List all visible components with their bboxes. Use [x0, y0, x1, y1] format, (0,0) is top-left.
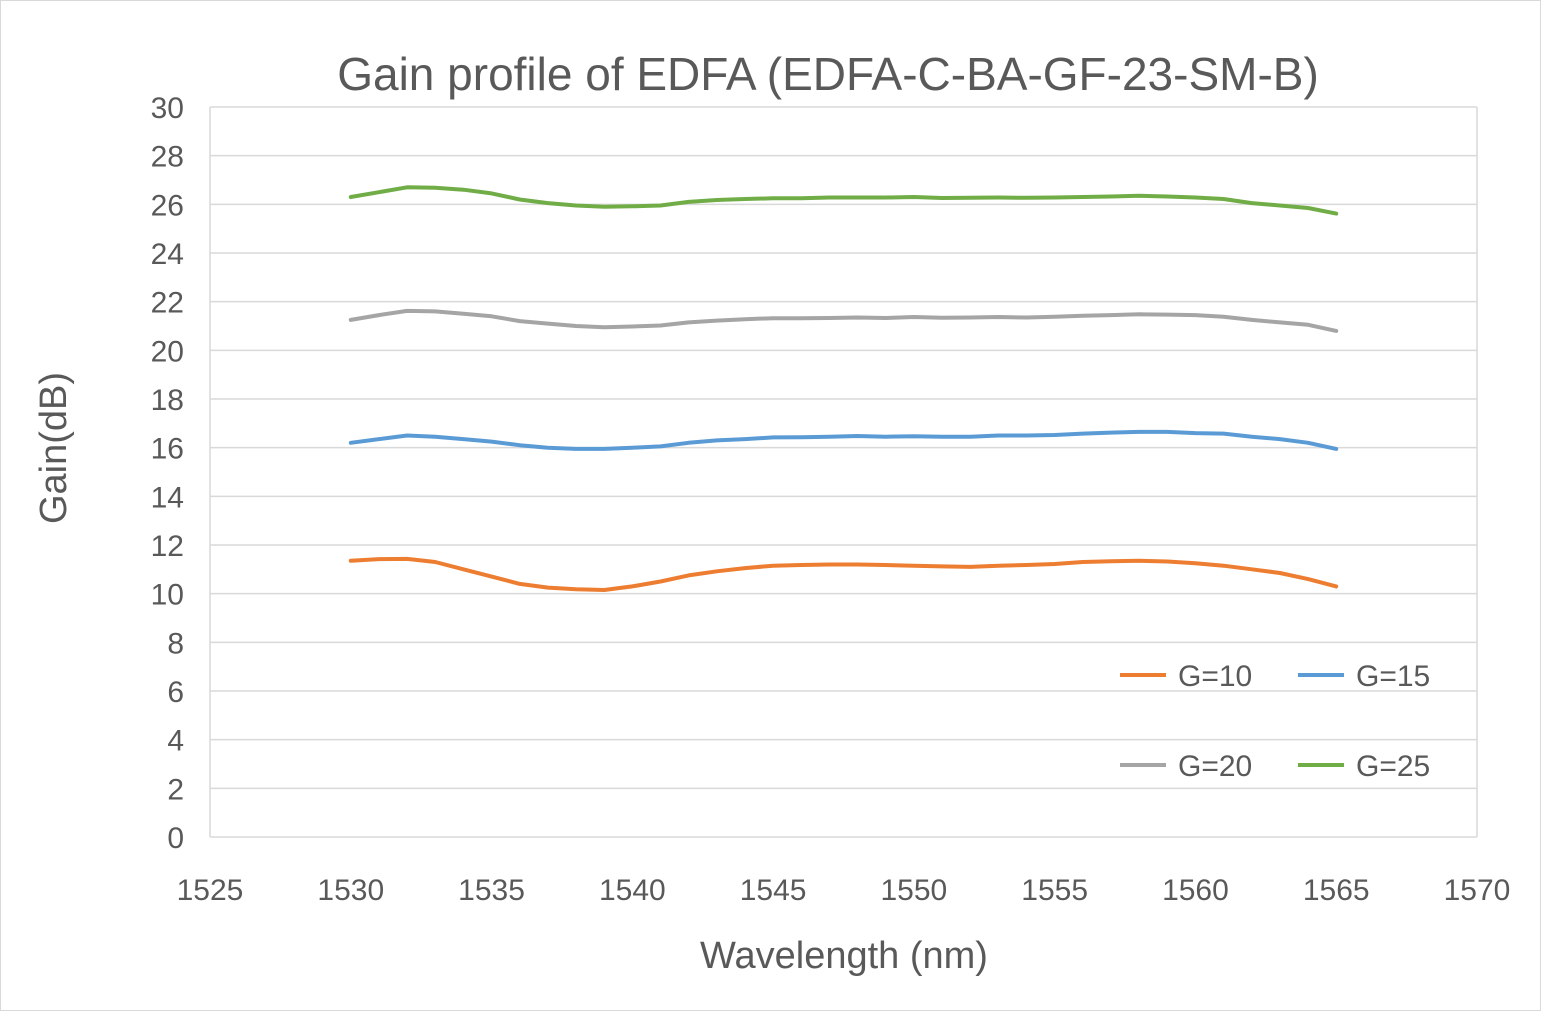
x-axis-tick-labels: 1525 1530 1535 1540 1545 1550 1555 1560 1565 1570	[177, 874, 1511, 907]
gridlines	[209, 106, 1478, 838]
x-tick-label: 1540	[599, 874, 666, 907]
y-tick-label: 24	[151, 238, 184, 271]
y-tick-label: 10	[151, 579, 184, 612]
x-tick-label: 1545	[740, 874, 807, 907]
x-tick-label: 1550	[881, 874, 948, 907]
y-tick-label: 28	[151, 141, 184, 174]
series-line-G=25	[348, 185, 1339, 216]
series-lines	[348, 185, 1339, 592]
x-tick-label: 1570	[1444, 874, 1511, 907]
y-tick-label: 12	[151, 530, 184, 563]
legend-label: G=10	[1178, 660, 1252, 693]
legend-item: G=20	[1120, 750, 1252, 783]
y-tick-label: 30	[151, 92, 184, 125]
x-tick-label: 1525	[177, 874, 244, 907]
legend-label: G=15	[1356, 660, 1430, 693]
y-tick-label: 14	[151, 481, 184, 514]
y-tick-label: 0	[167, 822, 184, 855]
legend-item: G=10	[1120, 660, 1252, 693]
x-axis-title: Wavelength (nm)	[700, 935, 988, 977]
legend: G=10 G=15 G=20 G=25	[1120, 660, 1430, 783]
y-tick-label: 20	[151, 335, 184, 368]
y-tick-label: 16	[151, 433, 184, 466]
x-tick-label: 1560	[1162, 874, 1229, 907]
x-tick-label: 1530	[317, 874, 384, 907]
y-tick-label: 18	[151, 384, 184, 417]
y-tick-label: 4	[167, 725, 184, 758]
x-tick-label: 1555	[1021, 874, 1088, 907]
y-tick-label: 22	[151, 287, 184, 320]
series-line-G=15	[348, 429, 1339, 451]
x-tick-label: 1535	[458, 874, 525, 907]
legend-label: G=25	[1356, 750, 1430, 783]
chart-title: Gain profile of EDFA (EDFA-C-BA-GF-23-SM…	[337, 48, 1319, 100]
y-tick-label: 2	[167, 773, 184, 806]
legend-item: G=25	[1298, 750, 1430, 783]
y-tick-label: 6	[167, 676, 184, 709]
series-line-G=10	[348, 556, 1339, 592]
legend-item: G=15	[1298, 660, 1430, 693]
y-axis-title: Gain(dB)	[33, 372, 75, 524]
legend-label: G=20	[1178, 750, 1252, 783]
y-tick-label: 8	[167, 627, 184, 660]
series-line-G=20	[348, 308, 1339, 333]
x-tick-label: 1565	[1303, 874, 1370, 907]
y-tick-label: 26	[151, 189, 184, 222]
